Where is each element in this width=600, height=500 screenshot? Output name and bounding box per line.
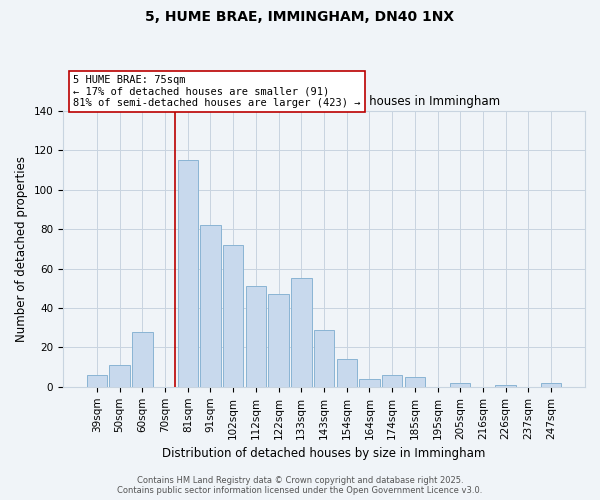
Bar (359, 379, 380, 387)
Text: Contains HM Land Registry data © Crown copyright and database right 2025.
Contai: Contains HM Land Registry data © Crown c… (118, 476, 482, 495)
Bar (200, 226, 221, 387)
Bar (109, 365, 130, 387)
Bar (268, 294, 289, 387)
Title: Size of property relative to detached houses in Immingham: Size of property relative to detached ho… (148, 96, 500, 108)
Bar (450, 383, 470, 387)
Y-axis label: Number of detached properties: Number of detached properties (15, 156, 28, 342)
Bar (291, 278, 311, 387)
Bar (245, 286, 266, 387)
X-axis label: Distribution of detached houses by size in Immingham: Distribution of detached houses by size … (163, 447, 486, 460)
Bar (541, 383, 561, 387)
Bar (132, 332, 152, 387)
Bar (223, 245, 244, 387)
Bar (87, 375, 107, 387)
Text: 5, HUME BRAE, IMMINGHAM, DN40 1NX: 5, HUME BRAE, IMMINGHAM, DN40 1NX (145, 10, 455, 24)
Text: 5 HUME BRAE: 75sqm
← 17% of detached houses are smaller (91)
81% of semi-detache: 5 HUME BRAE: 75sqm ← 17% of detached hou… (73, 75, 361, 108)
Bar (404, 377, 425, 387)
Bar (382, 375, 403, 387)
Bar (337, 359, 357, 387)
Bar (314, 330, 334, 387)
Bar (178, 160, 198, 387)
Bar (496, 385, 516, 387)
